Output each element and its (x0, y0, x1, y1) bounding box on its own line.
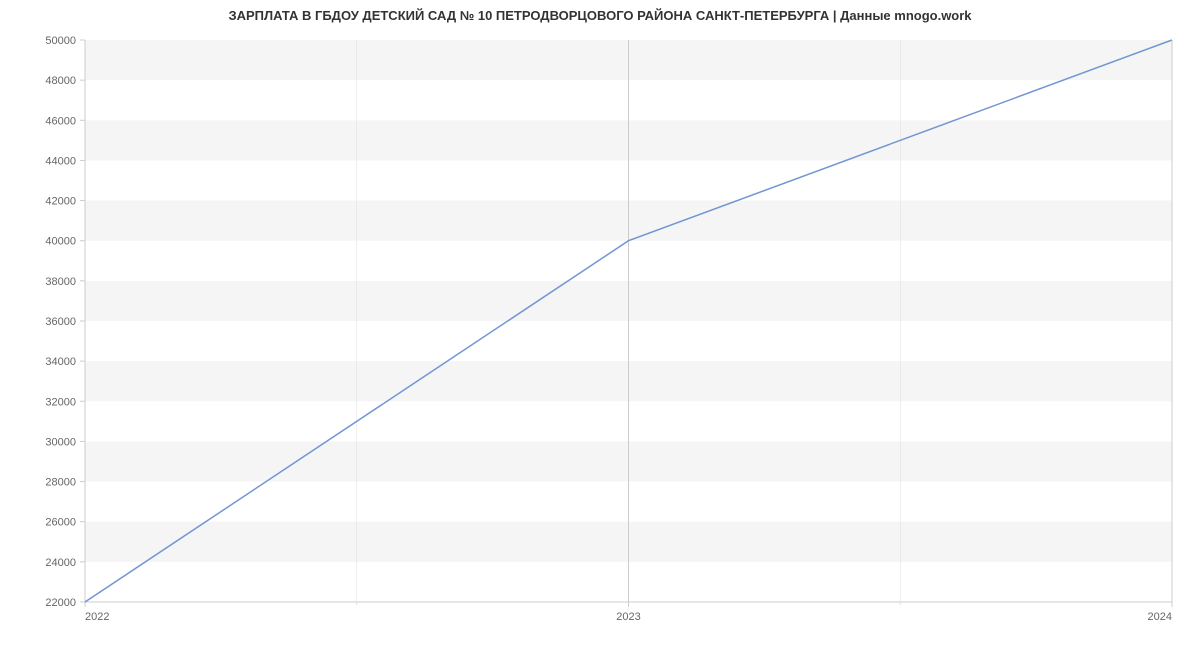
y-tick-label: 40000 (45, 236, 76, 248)
y-tick-label: 30000 (45, 436, 76, 448)
y-tick-label: 38000 (45, 276, 76, 288)
y-tick-label: 32000 (45, 396, 76, 408)
chart-svg: 22000 24000 26000 28000 30000 32000 34000 36000… (0, 0, 1200, 650)
chart-title: ЗАРПЛАТА В ГБДОУ ДЕТСКИЙ САД № 10 ПЕТРОД… (0, 8, 1200, 23)
y-tick-label: 24000 (45, 557, 76, 569)
y-tick-label: 48000 (45, 75, 76, 87)
y-tick-label: 44000 (45, 155, 76, 167)
salary-line-chart: ЗАРПЛАТА В ГБДОУ ДЕТСКИЙ САД № 10 ПЕТРОД… (0, 0, 1200, 650)
x-tick-label: 2024 (1148, 611, 1172, 623)
y-tick-label: 46000 (45, 115, 76, 127)
y-tick-label: 26000 (45, 517, 76, 529)
y-tick-label: 50000 (45, 35, 76, 47)
y-tick-label: 22000 (45, 597, 76, 609)
x-tick-label: 2023 (616, 611, 640, 623)
y-tick-label: 36000 (45, 316, 76, 328)
y-tick-label: 42000 (45, 196, 76, 208)
y-tick-label: 28000 (45, 477, 76, 489)
x-tick-label: 2022 (85, 611, 109, 623)
y-tick-label: 34000 (45, 356, 76, 368)
